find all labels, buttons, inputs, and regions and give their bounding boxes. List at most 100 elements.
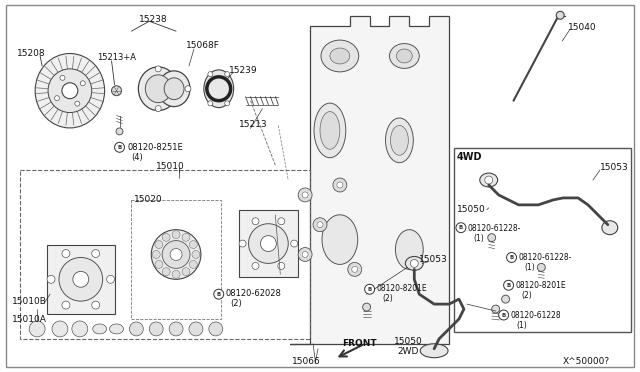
Circle shape xyxy=(352,266,358,272)
Circle shape xyxy=(62,250,70,257)
Circle shape xyxy=(502,295,509,303)
Circle shape xyxy=(252,262,259,269)
Circle shape xyxy=(107,275,115,283)
Circle shape xyxy=(410,259,419,267)
Ellipse shape xyxy=(480,173,498,187)
Circle shape xyxy=(192,250,200,259)
Text: (1): (1) xyxy=(474,234,484,243)
Circle shape xyxy=(129,322,143,336)
Text: 15010A: 15010A xyxy=(12,315,47,324)
Ellipse shape xyxy=(322,215,358,264)
Circle shape xyxy=(365,284,374,294)
Ellipse shape xyxy=(390,44,419,68)
Ellipse shape xyxy=(164,78,184,100)
Text: B: B xyxy=(216,292,221,297)
Ellipse shape xyxy=(396,49,412,63)
Circle shape xyxy=(52,321,68,337)
Circle shape xyxy=(488,234,495,241)
Circle shape xyxy=(298,247,312,262)
Text: 15053: 15053 xyxy=(600,163,628,172)
Circle shape xyxy=(72,321,88,337)
Circle shape xyxy=(172,270,180,278)
Text: 15050: 15050 xyxy=(457,205,486,214)
Circle shape xyxy=(80,81,85,86)
Circle shape xyxy=(507,253,516,262)
Text: 08120-8201E: 08120-8201E xyxy=(376,284,427,293)
Circle shape xyxy=(348,262,362,276)
Text: 08120-8201E: 08120-8201E xyxy=(516,281,566,290)
Text: 15239: 15239 xyxy=(228,66,257,75)
Circle shape xyxy=(260,235,276,251)
Circle shape xyxy=(278,218,285,225)
Circle shape xyxy=(225,72,230,77)
Text: B: B xyxy=(459,225,463,230)
Ellipse shape xyxy=(35,54,104,128)
Text: (2): (2) xyxy=(230,299,243,308)
Ellipse shape xyxy=(330,48,350,64)
Circle shape xyxy=(499,310,509,320)
Circle shape xyxy=(189,241,197,248)
Circle shape xyxy=(60,76,65,80)
Circle shape xyxy=(92,301,100,309)
Text: 15053: 15053 xyxy=(419,256,448,264)
Ellipse shape xyxy=(320,112,340,149)
Ellipse shape xyxy=(396,230,423,269)
Circle shape xyxy=(48,69,92,113)
Bar xyxy=(131,200,221,319)
Circle shape xyxy=(92,250,100,257)
Circle shape xyxy=(302,251,308,257)
Text: FRONT: FRONT xyxy=(342,339,376,348)
Ellipse shape xyxy=(390,125,408,155)
Text: (1): (1) xyxy=(516,321,527,330)
Text: 15040: 15040 xyxy=(568,23,596,32)
Text: (2): (2) xyxy=(522,291,532,300)
Circle shape xyxy=(278,262,285,269)
Text: B: B xyxy=(117,145,122,150)
Text: 08120-61228-: 08120-61228- xyxy=(468,224,521,233)
Ellipse shape xyxy=(385,118,413,163)
Text: X^50000?: X^50000? xyxy=(563,357,611,366)
Text: B: B xyxy=(502,312,506,318)
Text: 08120-62028: 08120-62028 xyxy=(226,289,282,298)
Text: 15050: 15050 xyxy=(394,337,423,346)
Text: 15066: 15066 xyxy=(292,357,321,366)
Circle shape xyxy=(225,101,230,106)
Circle shape xyxy=(62,83,78,99)
Bar xyxy=(454,148,630,332)
Circle shape xyxy=(170,248,182,260)
Text: B: B xyxy=(367,287,372,292)
Polygon shape xyxy=(290,16,449,344)
Ellipse shape xyxy=(405,256,423,270)
Circle shape xyxy=(162,241,190,268)
Text: 08120-61228: 08120-61228 xyxy=(511,311,561,320)
Text: B: B xyxy=(506,283,511,288)
Circle shape xyxy=(149,322,163,336)
Circle shape xyxy=(156,106,161,112)
Ellipse shape xyxy=(93,324,107,334)
Circle shape xyxy=(29,321,45,337)
Circle shape xyxy=(62,301,70,309)
Text: 15068F: 15068F xyxy=(186,41,220,50)
Circle shape xyxy=(291,240,298,247)
Text: (2): (2) xyxy=(383,294,393,303)
Text: 15238: 15238 xyxy=(140,15,168,24)
Circle shape xyxy=(185,86,191,92)
Circle shape xyxy=(156,66,161,72)
Circle shape xyxy=(73,271,89,287)
Circle shape xyxy=(317,222,323,228)
Circle shape xyxy=(115,142,124,152)
Circle shape xyxy=(116,128,123,135)
Circle shape xyxy=(298,188,312,202)
Circle shape xyxy=(208,101,213,106)
Circle shape xyxy=(162,233,170,241)
Ellipse shape xyxy=(109,324,124,334)
Text: 08120-61228-: 08120-61228- xyxy=(518,253,572,263)
Ellipse shape xyxy=(158,71,190,107)
Bar xyxy=(239,210,298,277)
Ellipse shape xyxy=(145,75,171,103)
Circle shape xyxy=(189,260,197,268)
Circle shape xyxy=(75,101,80,106)
Bar xyxy=(47,244,115,314)
Circle shape xyxy=(363,303,371,311)
Circle shape xyxy=(209,322,223,336)
